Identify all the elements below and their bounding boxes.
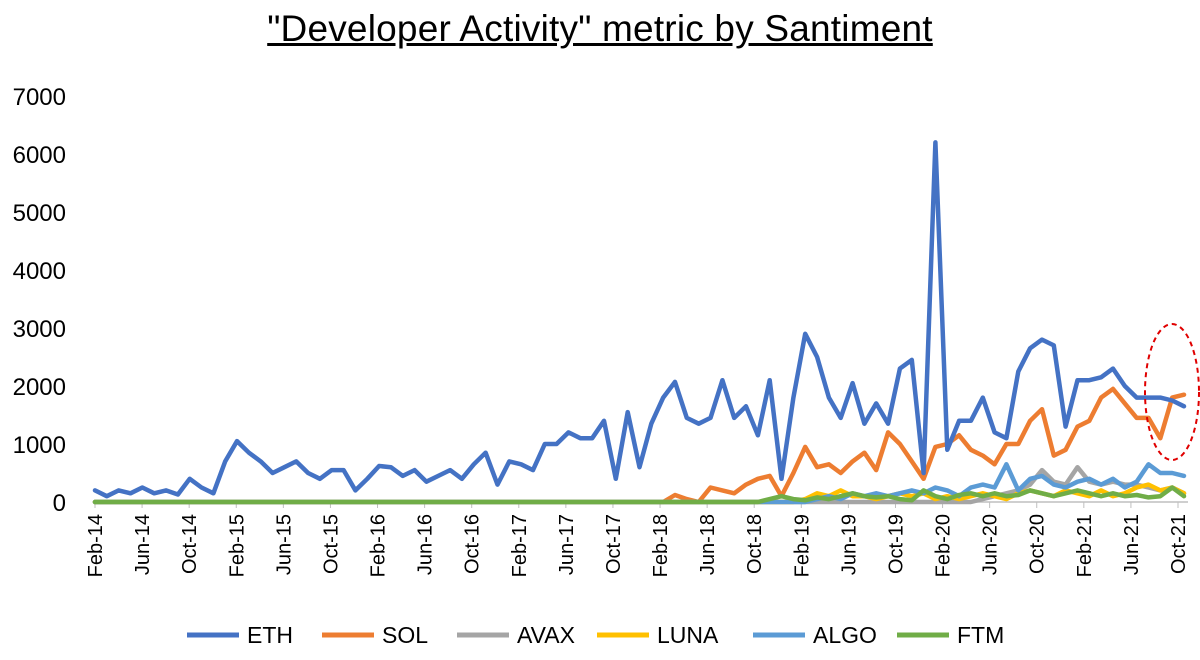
legend-label: AVAX: [517, 622, 575, 648]
y-tick-label: 0: [53, 490, 66, 517]
y-tick-label: 5000: [13, 200, 66, 227]
y-tick-label: 7000: [13, 84, 66, 111]
y-tick-label: 2000: [13, 374, 66, 401]
x-tick-label: Feb-21: [1074, 514, 1096, 577]
x-axis: Feb-14 Jun-14 Oct-14 Feb-15 Jun-15 Oct-15 Feb-…: [85, 501, 1190, 577]
legend-label: ALGO: [813, 622, 877, 648]
x-tick-label: Jun-18: [697, 514, 719, 575]
x-tick-label: Jun-19: [838, 514, 860, 575]
x-tick-label: Oct-21: [1168, 514, 1190, 574]
y-axis: 0 1000 2000 3000 4000 5000 6000 7000: [13, 84, 66, 517]
x-tick-label: Oct-19: [885, 514, 907, 574]
x-tick-label: Jun-16: [415, 514, 437, 575]
x-tick-label: Oct-14: [179, 514, 201, 574]
series-line-ftm: [92, 485, 1187, 505]
legend-item-sol: SOL: [322, 622, 428, 648]
x-tick-label: Feb-15: [226, 514, 248, 577]
legend: ETH SOL AVAX LUNA ALGO FTM: [187, 622, 1004, 648]
x-tick-label: Oct-20: [1027, 514, 1049, 574]
chart-title: "Developer Activity" metric by Santiment: [267, 8, 933, 49]
x-tick-label: Feb-16: [368, 514, 390, 577]
x-tick-label: Feb-14: [85, 514, 107, 577]
x-tick-label: Feb-20: [933, 514, 955, 577]
x-tick-label: Jun-17: [556, 514, 578, 575]
legend-label: ETH: [247, 622, 293, 648]
x-tick-label: Jun-15: [273, 514, 295, 575]
annotation: [1144, 323, 1200, 461]
x-tick-label: Feb-17: [509, 514, 531, 577]
x-tick-label: Oct-17: [603, 514, 625, 574]
x-tick-label: Feb-19: [791, 514, 813, 577]
series-lines: [92, 140, 1187, 505]
y-tick-label: 3000: [13, 316, 66, 343]
series-line-avax: [92, 464, 1187, 505]
x-tick-label: Jun-20: [980, 514, 1002, 575]
legend-label: FTM: [957, 622, 1004, 648]
series-line-eth: [92, 140, 1187, 499]
x-tick-label: Jun-21: [1121, 514, 1143, 575]
legend-item-luna: LUNA: [597, 622, 719, 648]
x-tick-label: Oct-18: [744, 514, 766, 574]
y-tick-label: 6000: [13, 142, 66, 169]
legend-item-avax: AVAX: [457, 622, 575, 648]
legend-item-ftm: FTM: [897, 622, 1004, 648]
y-tick-label: 4000: [13, 258, 66, 285]
legend-label: LUNA: [657, 622, 719, 648]
legend-label: SOL: [382, 622, 428, 648]
x-tick-label: Oct-16: [462, 514, 484, 574]
x-tick-label: Feb-18: [650, 514, 672, 577]
legend-item-eth: ETH: [187, 622, 293, 648]
x-tick-label: Jun-14: [132, 514, 154, 575]
highlight-ellipse: [1144, 323, 1200, 461]
legend-item-algo: ALGO: [753, 622, 877, 648]
x-tick-label: Oct-15: [320, 514, 342, 574]
y-tick-label: 1000: [13, 432, 66, 459]
